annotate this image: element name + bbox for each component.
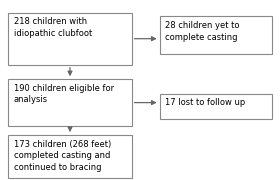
Text: 17 lost to follow up: 17 lost to follow up xyxy=(165,98,246,107)
FancyBboxPatch shape xyxy=(160,94,272,119)
FancyBboxPatch shape xyxy=(8,13,132,65)
FancyBboxPatch shape xyxy=(8,135,132,178)
Text: 218 children with
idiopathic clubfoot: 218 children with idiopathic clubfoot xyxy=(14,17,92,38)
Text: 173 children (268 feet)
completed casting and
continued to bracing: 173 children (268 feet) completed castin… xyxy=(14,140,111,172)
Text: 28 children yet to
complete casting: 28 children yet to complete casting xyxy=(165,21,240,42)
FancyBboxPatch shape xyxy=(160,16,272,54)
Text: 190 children eligible for
analysis: 190 children eligible for analysis xyxy=(14,84,114,105)
FancyBboxPatch shape xyxy=(8,79,132,126)
